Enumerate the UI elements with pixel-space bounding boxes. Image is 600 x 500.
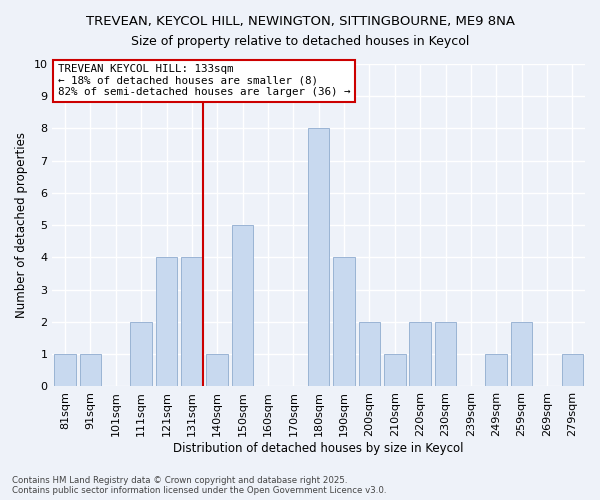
Bar	[181, 258, 203, 386]
Bar	[308, 128, 329, 386]
Bar	[511, 322, 532, 386]
Bar	[80, 354, 101, 386]
Y-axis label: Number of detached properties: Number of detached properties	[15, 132, 28, 318]
Bar	[384, 354, 406, 386]
Bar	[333, 258, 355, 386]
Bar	[485, 354, 507, 386]
Text: Contains HM Land Registry data © Crown copyright and database right 2025.
Contai: Contains HM Land Registry data © Crown c…	[12, 476, 386, 495]
Bar	[55, 354, 76, 386]
Bar	[206, 354, 228, 386]
Bar	[130, 322, 152, 386]
Bar	[409, 322, 431, 386]
Text: TREVEAN KEYCOL HILL: 133sqm
← 18% of detached houses are smaller (8)
82% of semi: TREVEAN KEYCOL HILL: 133sqm ← 18% of det…	[58, 64, 350, 97]
X-axis label: Distribution of detached houses by size in Keycol: Distribution of detached houses by size …	[173, 442, 464, 455]
Bar	[232, 225, 253, 386]
Bar	[435, 322, 456, 386]
Text: Size of property relative to detached houses in Keycol: Size of property relative to detached ho…	[131, 35, 469, 48]
Text: TREVEAN, KEYCOL HILL, NEWINGTON, SITTINGBOURNE, ME9 8NA: TREVEAN, KEYCOL HILL, NEWINGTON, SITTING…	[86, 15, 515, 28]
Bar	[156, 258, 178, 386]
Bar	[562, 354, 583, 386]
Bar	[359, 322, 380, 386]
